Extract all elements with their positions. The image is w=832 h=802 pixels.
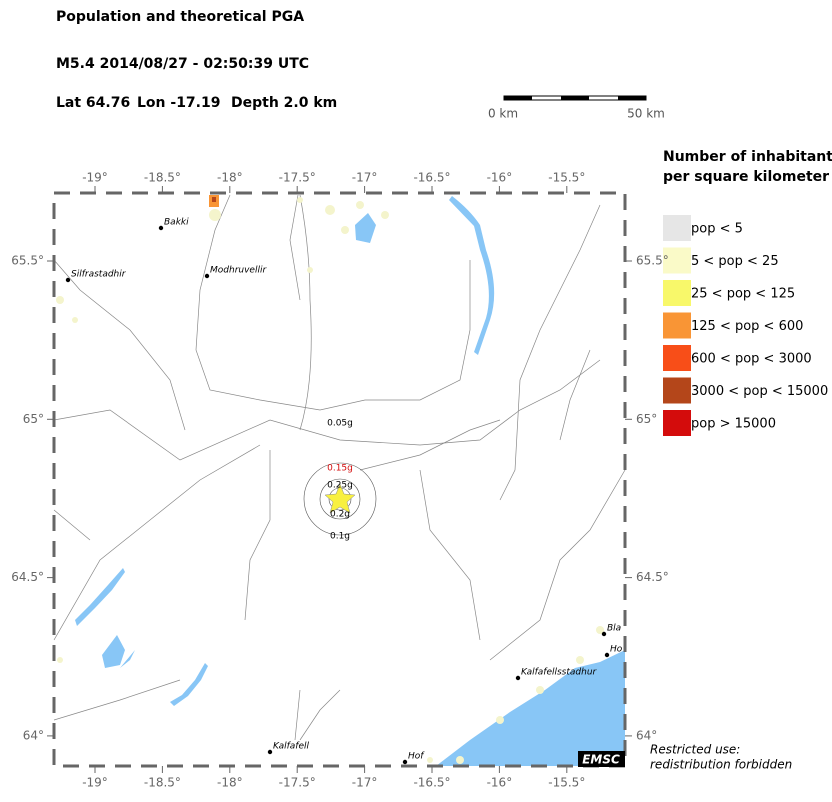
lon-label: -16°	[487, 776, 513, 790]
lat-label: 64.5°	[636, 570, 669, 584]
epicenter	[324, 483, 356, 514]
place-dot	[65, 277, 71, 283]
lat: Lat 64.76	[56, 95, 130, 111]
place-dot	[158, 225, 164, 231]
city	[212, 197, 216, 202]
place-label: Ho	[610, 645, 623, 655]
legend-swatch	[663, 410, 691, 436]
badge-box	[578, 751, 625, 767]
legend-label: pop > 15000	[691, 417, 776, 432]
lat-label: 65.5°	[11, 254, 44, 268]
place-dot	[515, 675, 521, 681]
legend-swatch	[663, 312, 691, 339]
place-dot	[604, 652, 610, 658]
title: Population and theoretical PGA	[56, 9, 304, 25]
legend-title: Number of inhabitants	[663, 149, 832, 165]
place-label: Bakki	[164, 218, 189, 228]
lon-label: -17.5°	[279, 171, 316, 185]
lon-label: -15.5°	[548, 171, 585, 185]
lat-label: 65.5°	[636, 254, 669, 268]
pga-label: 0.25g	[327, 481, 353, 491]
scale-bar: 0 km 50 km	[488, 95, 665, 121]
lon-label: -19°	[82, 171, 108, 185]
lake	[170, 663, 208, 706]
legend-label: 600 < pop < 3000	[691, 352, 812, 367]
scale-start: 0 km	[488, 107, 518, 121]
pga-label: 0.2g	[330, 510, 350, 520]
lon-label: -17.5°	[279, 776, 316, 790]
map: 0.05g 0.15g 0.25g 0.2g 0.1g Bakki Silfras…	[52, 191, 627, 768]
lon-label: -18°	[217, 776, 243, 790]
place-dot	[402, 759, 408, 765]
scale-end: 50 km	[627, 107, 665, 121]
lon: Lon -17.19	[137, 95, 220, 111]
lon-label: -16.5°	[413, 776, 450, 790]
place-dot	[204, 273, 210, 279]
pga-label: 0.15g	[327, 464, 353, 474]
lake	[355, 213, 376, 243]
legend-label: 5 < pop < 25	[691, 254, 779, 269]
pga-label: 0.05g	[327, 419, 353, 429]
places: Bakki Silfrastadhir Modhruvellir Kalfafells…	[65, 218, 623, 765]
legend-swatch	[663, 280, 691, 306]
lon-label: -18.5°	[144, 776, 181, 790]
place-dot	[267, 749, 273, 755]
lon-label: -18.5°	[144, 171, 181, 185]
lon-label: -16.5°	[413, 171, 450, 185]
lon-label: -19°	[82, 776, 108, 790]
place-label: Bla	[607, 624, 621, 634]
notice: redistribution forbidden	[650, 758, 792, 772]
legend-label: pop < 5	[691, 222, 743, 237]
legend-label: 125 < pop < 600	[691, 319, 803, 334]
legend-swatch	[663, 377, 691, 404]
place-label: Modhruvellir	[210, 266, 267, 276]
lon-label: -16°	[487, 171, 513, 185]
lat-label: 65°	[23, 412, 44, 426]
lon-label: -15.5°	[548, 776, 585, 790]
sea	[436, 650, 625, 766]
legend: pop < 5 5 < pop < 25 25 < pop < 125 125 < p…	[663, 215, 828, 436]
legend-label: 3000 < pop < 15000	[691, 384, 828, 399]
lat-label: 64.5°	[11, 570, 44, 584]
axes: -19° -19° -18.5° -18.5° -18° -18° -17.5° -17.5°…	[11, 171, 668, 790]
lon-label: -17°	[352, 776, 378, 790]
populated-areas	[56, 197, 604, 764]
place-label: Kalfafell	[273, 742, 309, 752]
place-dot	[601, 631, 607, 637]
place-label: Hof	[408, 752, 425, 762]
depth: Depth 2.0 km	[231, 95, 337, 111]
lake	[102, 635, 135, 668]
notice: Restricted use:	[650, 743, 740, 757]
place-label: Kalfafellsstadhur	[521, 668, 598, 678]
legend-title: per square kilometer	[663, 169, 829, 185]
lat-label: 65°	[636, 412, 657, 426]
lat-label: 64°	[636, 728, 657, 742]
pga-label: 0.1g	[330, 532, 350, 542]
lat-label: 64°	[23, 728, 44, 742]
lake	[75, 568, 125, 626]
lon-label: -17°	[352, 171, 378, 185]
place-label: Silfrastadhir	[71, 270, 127, 280]
legend-label: 25 < pop < 125	[691, 287, 795, 302]
event: M5.4 2014/08/27 - 02:50:39 UTC	[56, 56, 309, 72]
badge: EMSC	[582, 753, 620, 767]
lon-label: -18°	[217, 171, 243, 185]
legend-swatch	[663, 247, 691, 274]
roads	[53, 194, 626, 741]
legend-swatch	[663, 345, 691, 371]
legend-swatch	[663, 215, 691, 241]
